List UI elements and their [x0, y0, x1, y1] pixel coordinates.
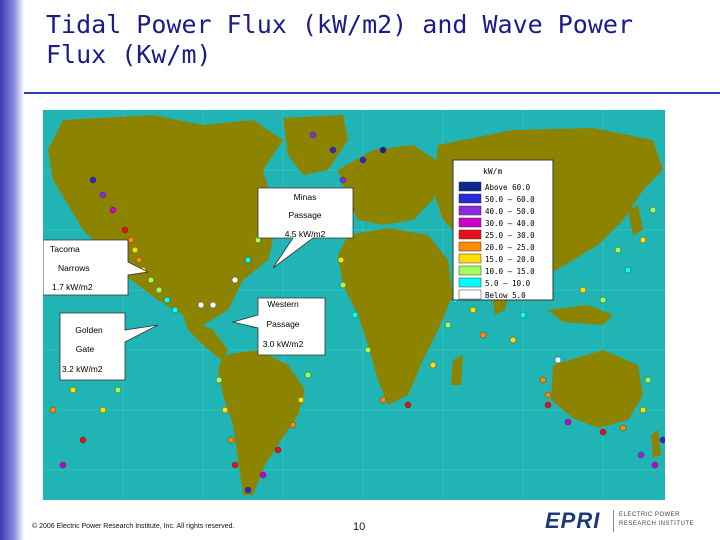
legend-label: 15.0 – 20.0	[485, 255, 535, 264]
legend-label: Below 5.0	[485, 291, 526, 300]
callout-minas-line1: Minas	[294, 192, 317, 202]
legend-label: 20.0 – 25.0	[485, 243, 535, 252]
legend-swatch	[458, 217, 482, 228]
logo-wordmark: EPRI	[545, 508, 601, 533]
legend-title: kW/m	[483, 167, 502, 176]
callout-tacoma-line1: Tacoma	[50, 244, 80, 254]
callout-western-line2: Passage	[266, 319, 299, 329]
callout-minas: Minas Passage 4.5 kW/m2	[257, 187, 354, 269]
callout-tacoma-line3: 1.7 kW/m2	[52, 282, 93, 292]
logo-tagline-2: RESEARCH INSTITUTE	[619, 521, 695, 527]
legend-label: 5.0 – 10.0	[485, 279, 531, 288]
callout-golden: Golden Gate 3.2 kW/m2	[59, 312, 159, 381]
legend-label: 25.0 – 30.0	[485, 231, 535, 240]
legend-swatch	[458, 181, 482, 192]
title-underline	[24, 92, 720, 94]
callout-golden-line3: 3.2 kW/m2	[62, 364, 103, 374]
legend-label: 40.0 – 50.0	[485, 207, 535, 216]
callout-western-line3: 3.0 kW/m2	[263, 339, 304, 349]
callout-minas-line2: Passage	[288, 210, 321, 220]
logo-divider	[613, 510, 614, 532]
callout-western-line1: Western	[267, 299, 299, 309]
callout-minas-line3: 4.5 kW/m2	[285, 229, 326, 239]
slide-accent-bar	[0, 0, 24, 540]
callout-golden-line2: Gate	[76, 344, 95, 354]
legend-swatch	[458, 229, 482, 240]
page-number: 10	[353, 521, 366, 533]
legend-swatch	[458, 265, 482, 276]
callout-tacoma-line2: Narrows	[58, 263, 90, 273]
epri-logo: EPRI ELECTRIC POWER RESEARCH INSTITUTE	[545, 508, 720, 536]
legend-swatch	[458, 277, 482, 288]
legend-label: 30.0 – 40.0	[485, 219, 535, 228]
legend-swatch	[458, 205, 482, 216]
legend: kW/m Above 60.0 50.0 – 60.0 40.0 – 50.0 30.…	[452, 159, 554, 301]
logo-tagline-1: ELECTRIC POWER	[619, 512, 681, 518]
slide-title: Tidal Power Flux (kW/m2) and Wave Power …	[46, 10, 633, 69]
legend-swatch	[458, 193, 482, 204]
callout-golden-line1: Golden	[75, 325, 103, 335]
callout-tacoma: Tacoma Narrows 1.7 kW/m2	[43, 239, 150, 296]
world-map: kW/m Above 60.0 50.0 – 60.0 40.0 – 50.0 30.…	[43, 110, 665, 500]
legend-label: 50.0 – 60.0	[485, 195, 535, 204]
legend-label: Above 60.0	[485, 183, 531, 192]
legend-swatch	[458, 289, 482, 300]
legend-swatch	[458, 241, 482, 252]
logo-tagline: ELECTRIC POWER RESEARCH INSTITUTE	[619, 511, 694, 529]
legend-swatch	[458, 253, 482, 264]
legend-label: 10.0 – 15.0	[485, 267, 535, 276]
copyright-footer: © 2006 Electric Power Research Institute…	[32, 523, 235, 530]
callout-western: Western Passage 3.0 kW/m2	[231, 297, 326, 356]
